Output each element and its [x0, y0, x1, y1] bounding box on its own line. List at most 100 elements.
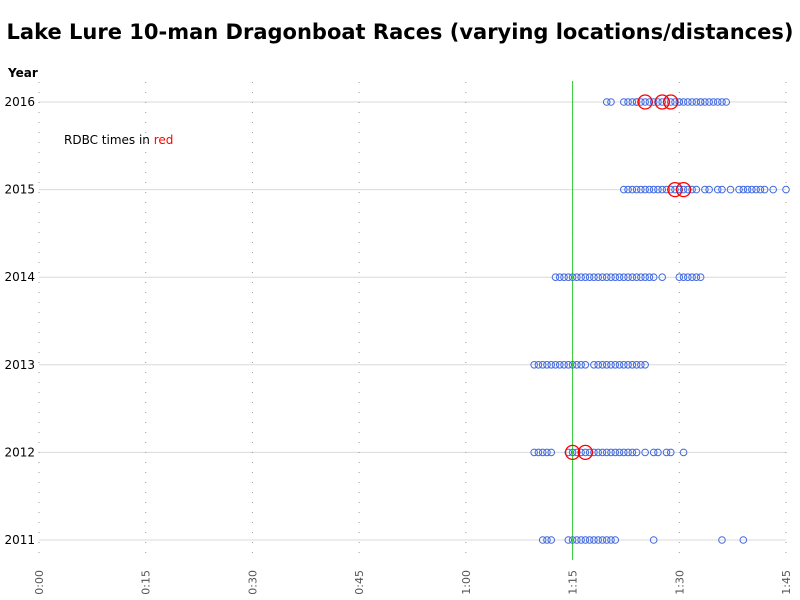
point-2012-12: [594, 448, 602, 457]
rdbc-point-2015-1: [675, 181, 692, 198]
point-2015-3: [632, 185, 641, 194]
point-2014-6: [577, 273, 585, 282]
point-2014-13: [607, 273, 615, 282]
rdbc-point-2016-1: [654, 94, 670, 110]
x-axis: 0:00 0:15 0:30 0:45 1:00 1:15 1:30 1:45: [33, 570, 793, 595]
point-2014-28: [688, 273, 696, 282]
point-2011-1: [543, 536, 551, 544]
point-2014-10: [594, 273, 602, 282]
point-2016-25: [705, 98, 713, 106]
legend-note: RDBC times in red: [64, 133, 173, 147]
point-2015-18: [701, 185, 709, 194]
x-tick-label-4: 1:00: [460, 570, 473, 595]
point-2015-22: [726, 185, 735, 194]
point-2016-18: [679, 98, 688, 106]
point-2014-18: [628, 273, 637, 282]
point-2013-23: [632, 361, 641, 369]
y-tick-label-2016: 2016: [4, 95, 35, 109]
point-2014-25: [675, 273, 684, 282]
point-2011-10: [594, 536, 602, 544]
y-tick-label-2013: 2013: [4, 358, 35, 372]
point-2015-14: [679, 185, 688, 194]
point-2014-9: [590, 273, 598, 282]
point-2013-7: [560, 361, 568, 369]
point-2012-27: [679, 448, 688, 457]
point-2012-2: [538, 448, 547, 457]
point-2015-23: [735, 185, 743, 194]
y-axis-title: Year: [7, 66, 38, 80]
legend-note-highlight: red: [154, 133, 174, 147]
point-2014-12: [602, 273, 611, 282]
point-2014-19: [632, 273, 641, 282]
point-2012-22: [641, 448, 649, 457]
point-2013-2: [538, 361, 547, 369]
point-2015-8: [654, 185, 662, 194]
point-2012-18: [619, 448, 628, 457]
point-2014-22: [645, 273, 654, 282]
point-2011-14: [611, 536, 620, 544]
point-2013-21: [624, 361, 632, 369]
point-2013-4: [547, 361, 556, 369]
point-2012-9: [581, 448, 590, 457]
point-2015-6: [645, 185, 654, 194]
point-2014-8: [585, 273, 594, 282]
point-2012-20: [628, 448, 637, 457]
point-2016-4: [628, 98, 637, 106]
point-2014-26: [679, 273, 688, 282]
point-2013-22: [628, 361, 637, 369]
point-2015-29: [760, 185, 769, 194]
point-2011-9: [590, 536, 598, 544]
point-2016-2: [619, 98, 628, 106]
point-2013-24: [637, 361, 645, 369]
point-2016-29: [722, 98, 731, 106]
data-points: [530, 94, 790, 544]
point-2012-3: [543, 448, 551, 457]
y-tick-label-2011: 2011: [4, 533, 35, 547]
y-tick-label-2014: 2014: [4, 270, 35, 284]
point-2012-13: [598, 448, 607, 457]
point-2016-10: [649, 98, 658, 106]
point-2016-17: [675, 98, 684, 106]
point-2014-20: [637, 273, 645, 282]
point-2012-17: [615, 448, 624, 457]
point-2014-1: [555, 273, 564, 282]
point-2016-3: [624, 98, 632, 106]
rdbc-point-2012-1: [577, 444, 594, 461]
point-2015-30: [769, 185, 777, 194]
point-2011-7: [581, 536, 590, 544]
point-2015-26: [748, 185, 756, 194]
point-2015-16: [688, 185, 696, 194]
point-2013-14: [594, 361, 602, 369]
point-2012-0: [530, 448, 538, 457]
point-2011-16: [718, 536, 726, 544]
point-2014-23: [649, 273, 658, 282]
point-2014-4: [568, 273, 577, 282]
x-tick-label-3: 0:45: [353, 570, 366, 595]
point-2014-24: [658, 273, 667, 282]
point-2013-19: [615, 361, 624, 369]
point-2013-6: [555, 361, 564, 369]
rdbc-point-2016-2: [663, 94, 679, 110]
x-tick-label-6: 1:30: [673, 570, 686, 595]
point-2011-2: [547, 536, 556, 544]
legend-note-prefix: RDBC times in: [64, 133, 154, 147]
x-tick-label-7: 1:45: [780, 570, 793, 595]
point-2014-2: [560, 273, 568, 282]
point-2015-12: [671, 185, 679, 194]
point-2013-20: [619, 361, 628, 369]
point-2013-9: [568, 361, 577, 369]
point-2014-5: [573, 273, 581, 282]
point-2015-19: [705, 185, 713, 194]
point-2012-16: [611, 448, 620, 457]
point-2013-11: [577, 361, 585, 369]
point-2015-0: [619, 185, 628, 194]
point-2015-1: [624, 185, 632, 194]
point-2012-4: [547, 448, 556, 457]
point-2013-16: [602, 361, 611, 369]
point-2011-13: [607, 536, 615, 544]
point-2016-28: [718, 98, 726, 106]
y-tick-label-2015: 2015: [4, 183, 35, 197]
point-2014-15: [615, 273, 624, 282]
point-2013-17: [607, 361, 615, 369]
point-2016-0: [602, 98, 611, 106]
